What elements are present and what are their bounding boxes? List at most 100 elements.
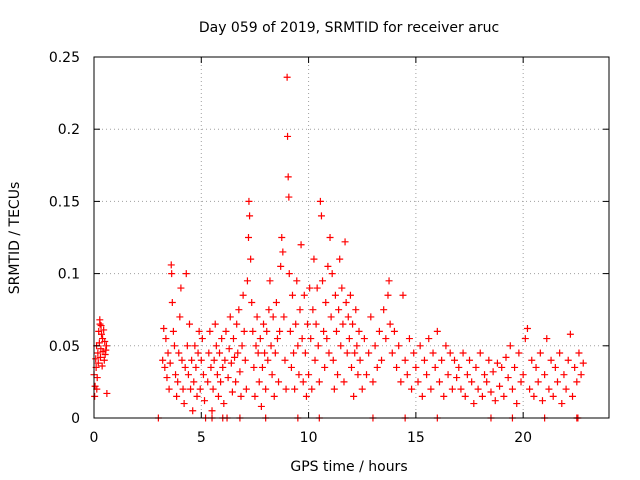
data-point <box>534 378 542 386</box>
data-point <box>216 349 224 357</box>
data-point <box>378 356 386 364</box>
data-point <box>491 397 499 405</box>
data-point <box>416 342 424 350</box>
data-point <box>382 335 390 343</box>
data-point <box>240 327 248 335</box>
data-point <box>196 385 204 393</box>
data-point <box>556 349 564 357</box>
data-point <box>225 345 233 353</box>
data-point <box>438 356 446 364</box>
data-point <box>245 197 253 205</box>
data-point <box>536 349 544 357</box>
data-point <box>281 356 289 364</box>
data-point <box>257 402 265 410</box>
data-point <box>253 313 261 321</box>
data-point <box>433 327 441 335</box>
data-point <box>212 342 220 350</box>
data-point <box>328 270 336 278</box>
data-point <box>260 320 268 328</box>
data-point <box>236 368 244 376</box>
data-point <box>526 385 534 393</box>
data-point <box>487 388 495 396</box>
data-point <box>266 277 274 285</box>
data-point <box>463 371 471 379</box>
data-point <box>197 356 205 364</box>
data-point <box>96 353 104 361</box>
data-point <box>242 385 250 393</box>
data-point <box>408 385 416 393</box>
data-point <box>569 392 577 400</box>
data-point <box>500 392 508 400</box>
data-point <box>461 392 469 400</box>
data-point <box>286 327 294 335</box>
data-point <box>403 371 411 379</box>
data-point <box>221 356 229 364</box>
data-point <box>195 327 203 335</box>
data-point <box>397 378 405 386</box>
data-point <box>290 349 298 357</box>
data-point <box>371 342 379 350</box>
data-point <box>160 324 168 332</box>
data-point <box>300 291 308 299</box>
data-point <box>183 342 191 350</box>
data-point <box>101 337 109 345</box>
data-point <box>339 320 347 328</box>
data-point <box>320 327 328 335</box>
data-point <box>481 371 489 379</box>
data-point <box>235 306 243 314</box>
data-point <box>386 320 394 328</box>
data-point <box>566 330 574 338</box>
data-point <box>549 392 557 400</box>
data-point <box>294 342 302 350</box>
data-point <box>265 306 273 314</box>
data-point <box>277 262 285 270</box>
data-point <box>97 322 105 330</box>
data-point <box>418 392 426 400</box>
data-point <box>354 371 362 379</box>
data-point <box>188 356 196 364</box>
data-point <box>308 385 316 393</box>
data-point <box>352 306 360 314</box>
data-point <box>227 359 235 367</box>
x-axis-label: GPS time / hours <box>290 459 407 475</box>
data-point <box>355 327 363 335</box>
data-point <box>159 356 167 364</box>
data-point <box>169 327 177 335</box>
data-point <box>92 355 100 363</box>
data-point <box>207 363 215 371</box>
data-point <box>579 359 587 367</box>
data-point <box>444 371 452 379</box>
data-point <box>102 346 110 354</box>
data-point <box>356 356 364 364</box>
data-point <box>292 320 300 328</box>
x-tick-label: 5 <box>197 430 206 446</box>
data-point <box>310 255 318 263</box>
data-point <box>324 262 332 270</box>
data-point <box>252 342 260 350</box>
data-point <box>270 392 278 400</box>
data-point <box>164 349 172 357</box>
data-point <box>193 392 201 400</box>
y-tick-label: 0.1 <box>58 267 80 283</box>
data-point <box>427 385 435 393</box>
data-point <box>483 378 491 386</box>
data-point <box>219 363 227 371</box>
data-point <box>284 173 292 181</box>
data-point <box>246 212 254 220</box>
data-point <box>315 378 323 386</box>
data-point <box>285 193 293 201</box>
data-point <box>346 291 354 299</box>
data-point <box>530 392 538 400</box>
data-point <box>284 132 292 140</box>
data-point <box>208 407 216 415</box>
data-point <box>220 400 228 408</box>
data-point <box>302 392 310 400</box>
data-point <box>168 298 176 306</box>
data-point <box>508 385 516 393</box>
axes-layer: 0 0.05 0.1 0.15 0.2 0.25 0 5 10 15 20 <box>49 50 610 446</box>
data-point <box>405 335 413 343</box>
data-point <box>100 356 108 364</box>
data-point <box>233 320 241 328</box>
data-point <box>297 241 305 249</box>
data-point <box>275 378 283 386</box>
